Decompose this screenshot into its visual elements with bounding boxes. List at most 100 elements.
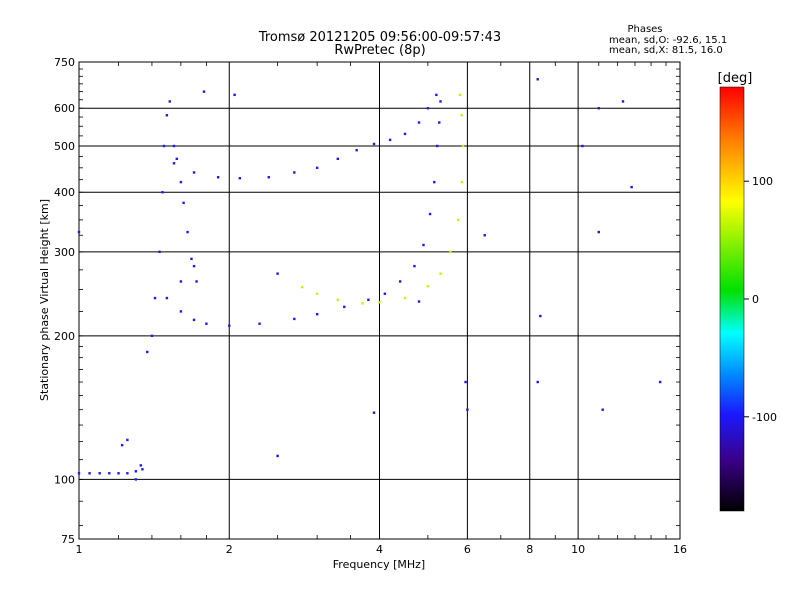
data-point [150,334,154,338]
data-point [238,177,242,180]
data-point [458,93,462,97]
data-point [398,280,402,283]
data-point [388,138,392,142]
data-point [372,142,376,146]
y-tick-label: 100 [54,473,75,486]
data-point [134,470,138,473]
data-point [175,157,178,161]
data-point [426,285,430,288]
data-point [77,472,81,475]
colorbar-tick-label: 0 [752,293,759,306]
data-point [192,318,196,322]
data-point [597,107,600,110]
y-tick-label: 200 [54,330,75,343]
x-tick-label: 16 [673,543,687,556]
y-tick-label: 75 [61,533,75,546]
x-tick-labels: 1 2 4 6 8 10 16 [76,543,688,556]
plot-area: 1 2 4 6 8 10 16 75 100 200 300 400 500 600 750 [54,56,687,556]
data-point [117,472,120,475]
data-point [139,464,143,467]
chart-subtitle: RwPretec (8p) [334,43,425,58]
data-point [216,176,220,179]
data-point [276,454,279,458]
data-point [162,144,166,148]
data-point [428,212,432,216]
data-point [417,300,421,303]
data-point [179,180,183,184]
data-point [195,280,198,283]
data-point [126,472,129,475]
minor-ticks [79,62,680,539]
colorbar-tick-label: -100 [752,411,777,424]
data-point [192,171,196,174]
y-tick-label: 300 [54,246,75,259]
data-point [435,93,438,97]
data-point [483,234,486,237]
data-point [228,324,231,327]
y-tick-labels: 75 100 200 300 400 500 600 750 [54,56,75,546]
data-point [146,350,149,354]
colorbar-ticks: 100 0 -100 [744,175,777,424]
data-point [658,380,662,384]
data-point [460,180,464,184]
data-point [422,243,425,247]
data-points [77,78,662,481]
y-axis-label: Stationary phase Virtual Height [km] [38,199,51,401]
data-point [192,264,196,268]
data-point [403,296,407,300]
data-point [77,230,81,234]
data-point [433,180,436,184]
data-point [315,292,319,295]
data-point [179,310,183,313]
data-point [597,230,600,234]
data-point [460,114,463,117]
data-point [141,468,144,471]
data-point [466,408,469,411]
data-point [120,443,124,447]
colorbar-label: [deg] [718,71,753,86]
data-point [461,144,465,148]
data-point [293,171,296,174]
data-point [165,114,169,117]
data-point [336,298,340,301]
data-point [367,298,370,301]
data-point [601,408,604,411]
data-point [158,250,161,254]
data-point [539,314,542,318]
x-tick-label: 1 [76,543,83,556]
data-point [372,411,376,414]
data-point [439,272,442,275]
phases-line-o: mean, sd,O: -92.6, 15.1 [609,35,727,46]
data-point [417,121,421,124]
data-point [355,148,358,152]
data-point [315,312,319,316]
data-point [621,100,625,103]
x-tick-label: 6 [464,543,471,556]
data-point [186,230,189,234]
data-point [168,100,171,103]
phases-line-x: mean, sd,X: 81.5, 16.0 [609,45,723,56]
data-point [98,472,101,475]
x-tick-label: 4 [376,543,383,556]
data-point [182,201,185,205]
phases-title: Phases [627,24,662,35]
data-point [179,280,183,283]
data-point [464,380,467,384]
data-point [336,157,340,161]
data-point [276,272,279,275]
colorbar-gradient [719,86,745,512]
data-point [536,380,539,384]
x-tick-label: 10 [571,543,585,556]
data-point [315,166,319,170]
data-point [153,296,157,300]
data-point [383,292,387,295]
y-tick-label: 500 [54,140,75,153]
chart-title: Tromsø 20121205 09:56:00-09:57:43 [258,30,501,45]
data-point [378,301,381,304]
data-point [343,305,346,309]
data-point [413,264,416,268]
data-point [267,176,270,179]
data-point [426,107,430,110]
data-point [126,438,129,442]
